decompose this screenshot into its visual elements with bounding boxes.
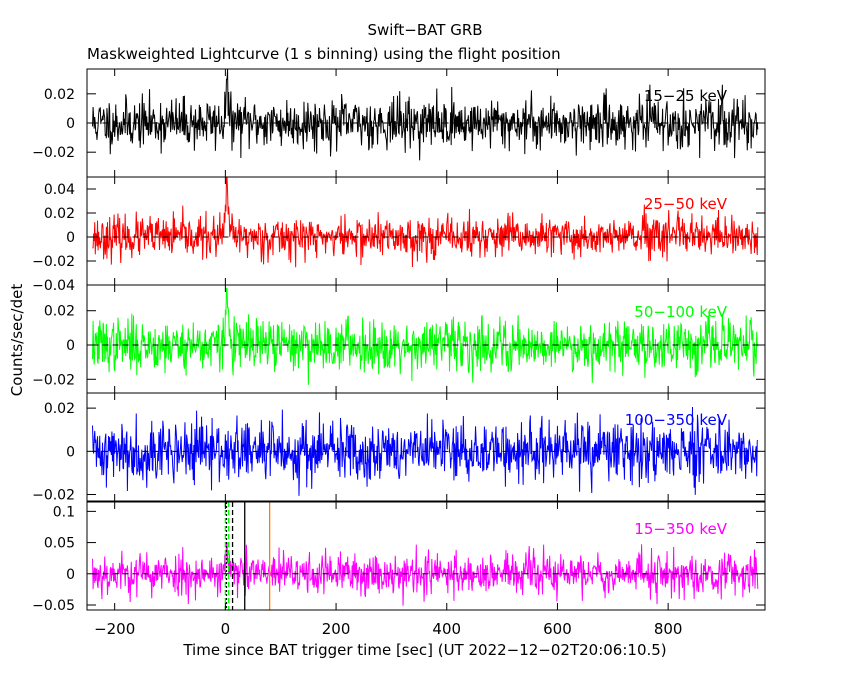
y-tick-label: −0.02 <box>32 488 75 504</box>
y-tick-label: −0.02 <box>32 254 75 270</box>
y-tick-label: −0.02 <box>32 145 75 161</box>
panel-25-50: −0.04 −0.02 0 0.02 0.04 25−50 keV <box>32 176 766 294</box>
y-tick-label: 0.05 <box>44 536 75 552</box>
x-tick-label: 0 <box>221 620 231 638</box>
x-tick-label: 600 <box>543 620 572 638</box>
y-tick-label: 0.1 <box>53 504 75 520</box>
y-tick-label: 0 <box>66 230 75 246</box>
y-tick-label: 0.02 <box>44 304 75 320</box>
panels-group: −0.02 0 0.02 15−25 keV −0.04 −0.02 0 0.02 0.04 25… <box>32 68 766 638</box>
x-tick-label: 400 <box>432 620 461 638</box>
panel-100-350: −0.02 0 0.02 100−350 keV <box>32 392 766 504</box>
panel-50-100: −0.02 0 0.02 50−100 keV <box>32 284 766 394</box>
y-tick-label: −0.02 <box>32 372 75 388</box>
series-line-100-350 <box>92 407 759 496</box>
x-tick-label: −200 <box>94 620 135 638</box>
series-line-15-350 <box>92 542 759 606</box>
panel-label-15-25: 15−25 keV <box>644 87 728 105</box>
panel-label-25-50: 25−50 keV <box>644 195 728 213</box>
y-tick-label: 0.02 <box>44 401 75 417</box>
series-line-15-25 <box>92 69 759 161</box>
series-line-50-100 <box>92 287 759 385</box>
panel-frame-15-350 <box>86 501 766 611</box>
y-axis-label: Counts/sec/det <box>8 284 26 397</box>
panel-label-50-100: 50−100 keV <box>634 303 727 321</box>
y-tick-label: 0.04 <box>44 182 75 198</box>
y-tick-label: 0 <box>66 116 75 132</box>
y-tick-label: −0.04 <box>32 278 75 294</box>
y-tick-label: 0 <box>66 567 75 583</box>
x-tick-label: 200 <box>322 620 351 638</box>
series-line-25-50 <box>92 177 759 268</box>
panel-frame-100-350 <box>86 392 766 502</box>
panel-label-100-350: 100−350 keV <box>625 411 728 429</box>
y-tick-label: −0.05 <box>32 598 75 614</box>
chart-title: Swift−BAT GRB <box>367 21 482 39</box>
y-tick-label: 0 <box>66 444 75 460</box>
y-tick-label: 0.02 <box>44 206 75 222</box>
panel-label-15-350: 15−350 keV <box>634 520 727 538</box>
x-axis-label: Time since BAT trigger time [sec] (UT 20… <box>182 641 666 659</box>
x-tick-label: 800 <box>654 620 683 638</box>
panel-15-350: −0.05 0 0.05 0.1 15−350 keV <box>32 501 766 614</box>
chart-subtitle: Maskweighted Lightcurve (1 s binning) us… <box>87 45 561 63</box>
panel-15-25: −0.02 0 0.02 15−25 keV <box>32 68 766 178</box>
y-tick-label: 0 <box>66 338 75 354</box>
y-tick-label: 0.02 <box>44 87 75 103</box>
